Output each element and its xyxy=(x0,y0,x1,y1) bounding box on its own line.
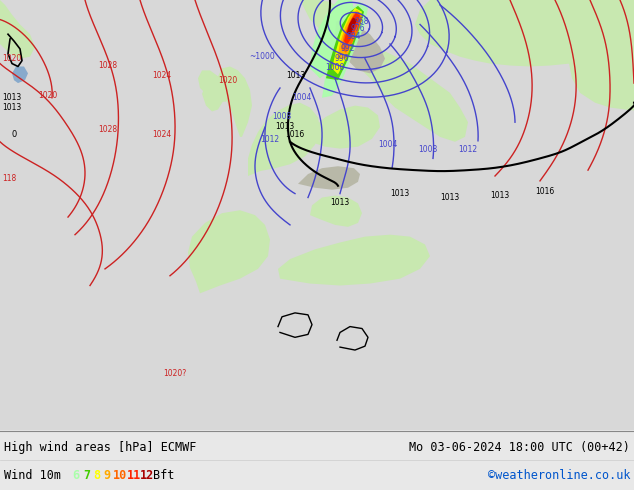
Polygon shape xyxy=(248,103,320,176)
Text: 1008: 1008 xyxy=(418,145,437,153)
Text: ©weatheronline.co.uk: ©weatheronline.co.uk xyxy=(488,469,630,482)
Polygon shape xyxy=(314,47,342,78)
Polygon shape xyxy=(202,82,224,111)
Text: 1028: 1028 xyxy=(98,125,117,134)
Polygon shape xyxy=(341,12,362,53)
Text: 976: 976 xyxy=(351,24,365,33)
Text: Mo 03-06-2024 18:00 UTC (00+42): Mo 03-06-2024 18:00 UTC (00+42) xyxy=(409,441,630,454)
Text: 1012: 1012 xyxy=(261,135,280,144)
Polygon shape xyxy=(332,8,362,74)
Text: 984: 984 xyxy=(347,32,361,41)
Text: 1020?: 1020? xyxy=(164,369,186,378)
Polygon shape xyxy=(347,18,357,35)
Polygon shape xyxy=(298,166,360,190)
Polygon shape xyxy=(415,0,634,67)
Text: 7: 7 xyxy=(83,469,90,482)
Text: 1012: 1012 xyxy=(458,145,477,153)
Text: 8: 8 xyxy=(93,469,100,482)
Text: 1013: 1013 xyxy=(287,71,306,80)
Polygon shape xyxy=(278,235,430,286)
Text: ~1000: ~1000 xyxy=(249,51,275,61)
Text: 12: 12 xyxy=(140,469,154,482)
Text: 1013: 1013 xyxy=(2,102,22,112)
Polygon shape xyxy=(300,0,365,54)
Polygon shape xyxy=(198,71,228,102)
Text: High wind areas [hPa] ECMWF: High wind areas [hPa] ECMWF xyxy=(4,441,197,454)
Text: 1024: 1024 xyxy=(152,71,172,80)
Polygon shape xyxy=(12,67,28,83)
Polygon shape xyxy=(310,196,362,227)
Text: Bft: Bft xyxy=(153,469,174,482)
Polygon shape xyxy=(326,6,364,80)
Text: 1004: 1004 xyxy=(378,140,398,148)
Polygon shape xyxy=(337,10,362,59)
Text: 1028: 1028 xyxy=(98,61,117,71)
Text: 1020: 1020 xyxy=(39,91,58,100)
Text: 10: 10 xyxy=(113,469,127,482)
Text: Wind 10m: Wind 10m xyxy=(4,469,61,482)
Text: 968: 968 xyxy=(355,18,369,26)
Text: 1013: 1013 xyxy=(275,122,295,131)
Text: 118: 118 xyxy=(2,174,16,183)
Text: 1020: 1020 xyxy=(218,76,238,85)
Polygon shape xyxy=(568,0,634,110)
Text: 9: 9 xyxy=(103,469,110,482)
Text: 1013: 1013 xyxy=(330,198,349,207)
Text: 1013: 1013 xyxy=(490,191,510,199)
Text: 6: 6 xyxy=(72,469,79,482)
Text: 11: 11 xyxy=(127,469,141,482)
Text: 1000: 1000 xyxy=(325,63,345,73)
Text: 1013: 1013 xyxy=(391,189,410,197)
Polygon shape xyxy=(218,67,252,137)
Polygon shape xyxy=(188,210,270,294)
Text: 1016: 1016 xyxy=(535,187,555,196)
Polygon shape xyxy=(0,0,35,59)
Polygon shape xyxy=(310,0,355,78)
Polygon shape xyxy=(310,0,468,142)
Text: 996: 996 xyxy=(335,53,349,63)
Polygon shape xyxy=(322,2,368,98)
Polygon shape xyxy=(335,20,385,74)
Text: 0: 0 xyxy=(12,130,17,139)
Text: 1020: 1020 xyxy=(2,53,22,63)
Text: 1013: 1013 xyxy=(2,93,22,102)
Polygon shape xyxy=(344,13,360,45)
Text: 1013: 1013 xyxy=(441,194,460,202)
Text: 992: 992 xyxy=(340,44,355,53)
Text: 1004: 1004 xyxy=(292,93,312,102)
Text: 1024: 1024 xyxy=(152,130,172,139)
Polygon shape xyxy=(310,106,380,148)
Text: 1008: 1008 xyxy=(273,112,292,122)
Text: 1016: 1016 xyxy=(285,130,304,139)
